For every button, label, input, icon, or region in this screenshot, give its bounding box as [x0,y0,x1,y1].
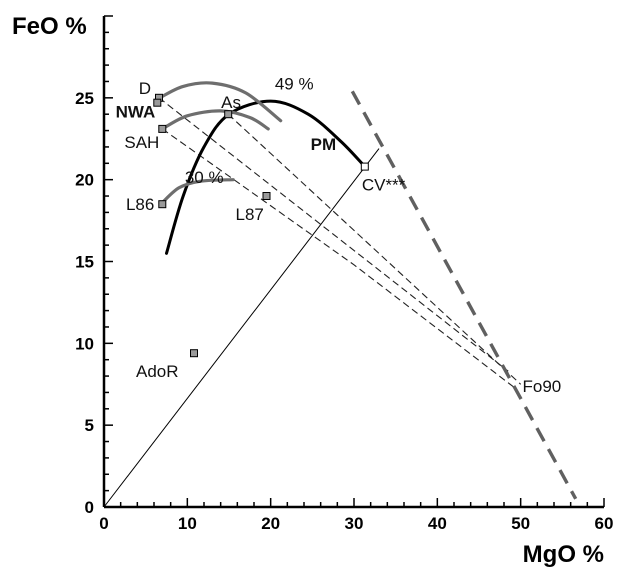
y-tick-label: 5 [85,416,94,435]
x-tick-label: 60 [595,514,614,533]
point-label-fo90: Fo90 [523,377,562,396]
point-l87 [262,192,271,200]
annotation-49: 49 % [275,75,314,94]
annotation-pm: PM [311,135,337,154]
point-cv [360,162,369,171]
x-tick-label: 20 [261,514,280,533]
chart-points [153,93,369,358]
curve-l86-arc [160,178,235,205]
point-label-cv: CV*** [362,176,406,195]
point-label-d: D [139,79,151,98]
point-ador [190,349,198,358]
x-tick-label: 30 [345,514,364,533]
y-tick-label: 20 [75,171,94,190]
y-axis-title: FeO % [12,13,87,40]
x-tick-label: 50 [511,514,530,533]
dashed-line-0 [158,97,509,372]
point-sah [158,124,167,133]
annotation-30: 30 % [185,168,224,187]
point-label-as: As [221,93,241,112]
chart-curves [158,81,367,255]
point-label-sah: SAH [124,133,159,152]
axis-ticks [103,15,605,508]
chart-labels: 0 10 20 30 40 50 60 0 5 10 15 20 25 D NWA As SAH CV*** L87… [75,75,613,533]
curve-d-arc [158,81,283,123]
curve-pm [165,99,367,255]
dashed-line-1 [227,113,522,385]
y-tick-label: 15 [75,253,94,272]
x-axis-title: MgO % [523,541,604,568]
point-label-nwa: NWA [116,103,156,122]
origin-line [103,148,380,508]
dashed-line-2 [161,128,517,390]
olivine-dashed-line [350,90,578,500]
point-nwa [153,98,162,107]
plot-frame [102,16,604,509]
point-l86 [158,200,167,209]
chart-lines [103,90,578,508]
point-label-l87: L87 [236,205,264,224]
point-label-l86: L86 [126,195,154,214]
y-tick-label: 10 [75,334,94,353]
point-label-ador: AdoR [136,362,179,381]
x-tick-label: 10 [178,514,197,533]
y-tick-label: 0 [85,498,94,517]
point-as [224,110,233,119]
x-tick-label: 40 [428,514,447,533]
curve-sah-arc [160,109,270,131]
x-tick-label: 0 [99,514,108,533]
y-tick-label: 25 [75,89,94,108]
